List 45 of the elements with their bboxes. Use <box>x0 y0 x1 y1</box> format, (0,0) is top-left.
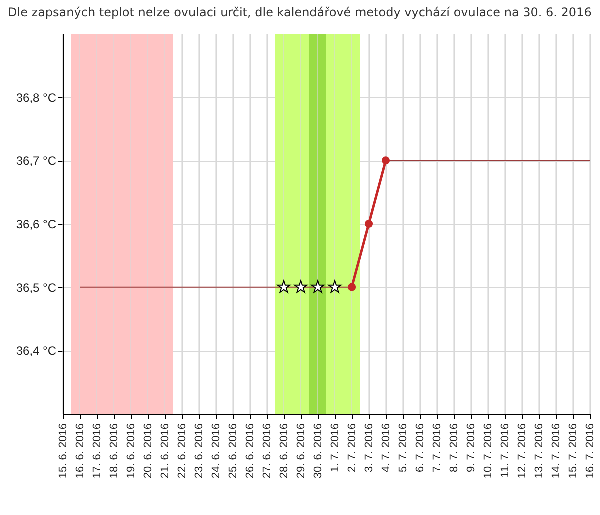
x-tick-label: 6. 7. 2016 <box>414 424 426 472</box>
y-tick-label: 36,4 °C <box>16 344 57 358</box>
point <box>277 280 291 294</box>
x-tick-label: 10. 7. 2016 <box>482 424 494 479</box>
x-tick-label: 28. 6. 2016 <box>278 424 290 479</box>
x-tick-label: 19. 6. 2016 <box>126 424 138 479</box>
x-tick-label: 15. 6. 2016 <box>58 424 70 479</box>
x-tick-label: 18. 6. 2016 <box>108 424 120 479</box>
x-tick-label: 7. 7. 2016 <box>432 424 444 472</box>
point <box>328 280 342 294</box>
y-tick-label: 36,7 °C <box>16 154 57 168</box>
point <box>294 280 308 294</box>
x-tick-label: 14. 7. 2016 <box>550 424 562 479</box>
point <box>348 283 356 292</box>
x-tick-label: 22. 6. 2016 <box>176 424 188 479</box>
x-tick-label: 3. 7. 2016 <box>364 424 376 472</box>
x-tick-label: 23. 6. 2016 <box>194 424 206 479</box>
x-tick-label: 21. 6. 2016 <box>160 424 172 479</box>
x-tick-label: 4. 7. 2016 <box>380 424 392 472</box>
x-tick-label: 30. 6. 2016 <box>312 424 324 479</box>
y-tick-label: 36,6 °C <box>16 218 57 232</box>
x-tick-label: 25. 6. 2016 <box>228 424 240 479</box>
x-tick-label: 24. 6. 2016 <box>210 424 222 479</box>
x-tick-label: 16. 7. 2016 <box>584 424 596 479</box>
x-tick-label: 1. 7. 2016 <box>330 424 342 472</box>
x-tick-label: 26. 6. 2016 <box>244 424 256 479</box>
x-tick-label: 8. 7. 2016 <box>448 424 460 472</box>
x-tick-label: 29. 6. 2016 <box>296 424 308 479</box>
x-tick-label: 2. 7. 2016 <box>346 424 358 472</box>
y-tick-label: 36,5 °C <box>16 280 57 295</box>
point <box>311 280 325 294</box>
y-tick-label: 36,8 °C <box>16 90 57 105</box>
point <box>382 156 390 165</box>
x-tick-label: 27. 6. 2016 <box>262 424 274 479</box>
x-tick-label: 5. 7. 2016 <box>398 424 410 472</box>
x-tick-label: 15. 7. 2016 <box>568 424 580 479</box>
x-tick-label: 9. 7. 2016 <box>466 424 478 472</box>
x-tick-label: 16. 6. 2016 <box>74 424 86 479</box>
x-tick-label: 12. 7. 2016 <box>516 424 528 479</box>
x-tick-label: 17. 6. 2016 <box>92 424 104 479</box>
x-tick-label: 11. 7. 2016 <box>500 424 512 478</box>
x-tick-label: 20. 6. 2016 <box>142 424 154 479</box>
point <box>364 220 374 228</box>
x-tick-label: 13. 7. 2016 <box>534 424 546 479</box>
chart-title: Dle zapsaných teplot nelze ovulaci určit, dle kalendářové metody vychází ovulace na 30. 6. 2016 <box>8 6 592 20</box>
